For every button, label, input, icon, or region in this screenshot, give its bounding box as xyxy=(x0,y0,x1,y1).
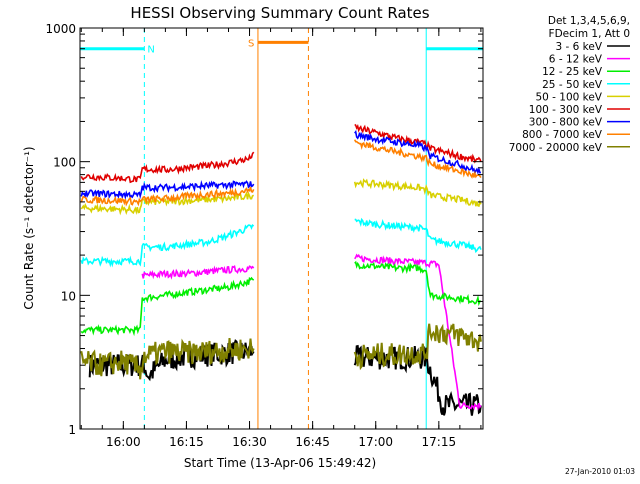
series-line xyxy=(354,260,482,307)
y-tick-label: 100 xyxy=(53,156,76,170)
series-line xyxy=(353,178,482,208)
legend-entry: 50 - 100 keV xyxy=(535,91,602,103)
generation-timestamp: 27-Jan-2010 01:03 xyxy=(565,467,635,476)
series-7000-20000-kev xyxy=(80,323,482,380)
series-line xyxy=(354,129,481,176)
legend-entry: 25 - 50 keV xyxy=(542,79,603,91)
legend-entry: 100 - 300 keV xyxy=(529,104,603,116)
annotation-label: N xyxy=(147,45,154,56)
annotation-label: S xyxy=(248,38,254,49)
mode-annotations: NS xyxy=(80,38,483,56)
series-line xyxy=(354,123,482,164)
series-line xyxy=(141,265,255,280)
plot-frame xyxy=(79,27,484,430)
legend-entry: 800 - 7000 keV xyxy=(522,129,603,141)
legend-entry: 7000 - 20000 keV xyxy=(509,142,603,154)
y-tick-label: 1000 xyxy=(45,22,76,36)
series-line xyxy=(80,338,255,380)
series-line xyxy=(354,253,482,411)
series-line xyxy=(80,186,255,207)
legend-entry: 300 - 800 keV xyxy=(529,117,603,129)
x-axis-label: Start Time (13-Apr-06 15:49:42) xyxy=(184,456,376,470)
chart-title: HESSI Observing Summary Count Rates xyxy=(130,4,429,22)
legend-header: FDecim 1, Att 0 xyxy=(549,28,630,40)
legend: Det 1,3,4,5,6,9,FDecim 1, Att 03 - 6 keV… xyxy=(509,15,630,154)
y-tick-label: 1 xyxy=(68,423,76,437)
series-6-12-kev xyxy=(141,253,482,411)
x-tick-label: 16:45 xyxy=(295,435,330,449)
legend-entry: 3 - 6 keV xyxy=(555,41,602,53)
legend-entry: 12 - 25 keV xyxy=(542,66,603,78)
series-line xyxy=(80,180,255,201)
series-12-25-kev xyxy=(80,260,482,337)
series-line xyxy=(80,151,255,184)
series-line xyxy=(353,139,482,179)
x-axis: 16:00 16:15 16:30 16:45 17:00 17:15 xyxy=(80,28,482,449)
x-tick-label: 16:15 xyxy=(169,435,204,449)
series-line xyxy=(80,276,255,337)
series-line xyxy=(80,223,255,268)
legend-header: Det 1,3,4,5,6,9, xyxy=(548,15,630,27)
y-axis-label: Count Rate (s⁻¹ detector⁻¹) xyxy=(22,146,36,309)
x-tick-label: 16:00 xyxy=(106,435,141,449)
series-line xyxy=(354,217,482,254)
series-line xyxy=(88,339,255,382)
series-300-800-kev xyxy=(80,129,481,201)
series-line xyxy=(353,323,482,371)
x-tick-label: 16:30 xyxy=(232,435,267,449)
x-tick-label: 17:00 xyxy=(358,435,393,449)
series-25-50-kev xyxy=(80,217,482,268)
series-lines xyxy=(80,123,482,416)
series-100-300-kev xyxy=(80,123,482,184)
y-tick-label: 10 xyxy=(61,289,76,303)
legend-entry: 6 - 12 keV xyxy=(549,54,603,66)
series-800-7000-kev xyxy=(80,139,482,207)
x-tick-label: 17:15 xyxy=(422,435,457,449)
y-axis: 1 10 100 1000 xyxy=(45,22,483,437)
